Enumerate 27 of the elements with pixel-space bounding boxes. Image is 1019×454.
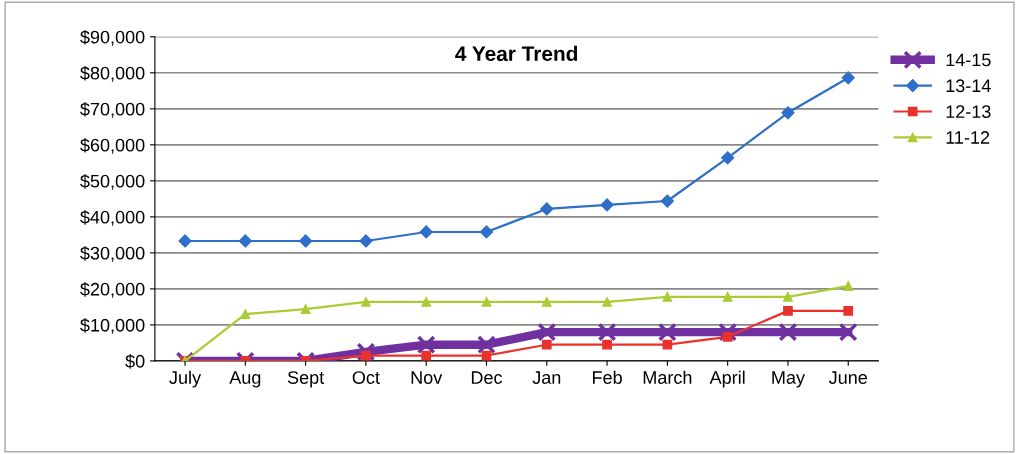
legend-label: 13-14 (946, 79, 991, 93)
x-tick-label: Nov (411, 371, 443, 384)
y-tick-label: $30,000 (80, 246, 145, 262)
x-tick-label: Oct (352, 371, 380, 384)
y-tick-label: $40,000 (80, 210, 145, 226)
y-tick-label: $80,000 (80, 65, 145, 82)
chart-title: 4 Year Trend (455, 45, 578, 62)
x-tick-label: June (828, 371, 868, 384)
x-tick-label: Jan (532, 371, 561, 384)
x-tick-label: May (772, 371, 805, 388)
x-tick-label: Sept (287, 371, 325, 388)
y-tick-label: $50,000 (80, 174, 145, 190)
y-tick-label: $20,000 (80, 282, 145, 298)
x-tick-label: April (709, 370, 745, 388)
x-tick-label: March (643, 370, 692, 384)
x-tick-label: Aug (229, 371, 261, 388)
legend-label: 14-15 (946, 53, 991, 67)
x-tick-label: Feb (593, 370, 622, 384)
y-tick-label: $0 (125, 354, 145, 369)
y-tick-label: $90,000 (80, 29, 145, 46)
y-tick-label: $70,000 (80, 101, 145, 118)
x-tick-label: July (169, 370, 202, 388)
x-tick-label: Dec (471, 371, 503, 384)
legend-label: 11-12 (946, 131, 990, 144)
y-tick-label: $60,000 (80, 138, 145, 154)
y-tick-label: $10,000 (80, 318, 145, 334)
legend-label: 12-13 (946, 105, 991, 118)
